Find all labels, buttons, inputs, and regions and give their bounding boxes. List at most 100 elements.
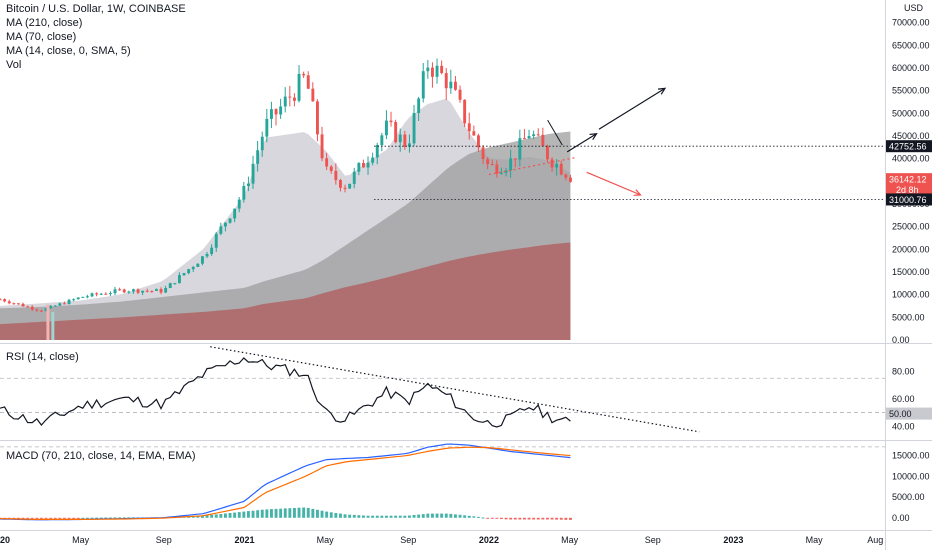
macd-histogram-bar [532,517,536,520]
candle [67,299,71,305]
macd-histogram-bar [449,513,453,518]
ma210-area [0,242,571,340]
macd-histogram-bar [555,517,559,520]
candle [329,166,333,171]
candle [555,163,559,168]
candle [127,291,131,293]
candle [559,163,563,175]
last-price-tag: 36142.12 [886,173,932,196]
candle [182,273,186,276]
candle [486,159,490,165]
rsi-tick-label: 40.00 [892,421,915,431]
macd-histogram-bar [348,514,352,518]
macd-histogram-bar [343,514,347,518]
macd-histogram-bar [67,517,71,519]
candle [118,289,122,291]
candle [477,135,480,148]
macd-histogram-bar [201,515,204,518]
macd-histogram-bar [265,509,269,518]
macd-histogram-bar [260,509,264,518]
macd-pane-label[interactable]: MACD (70, 210, close, 14, EMA, EMA) [6,450,196,462]
indicator-ma210-label[interactable]: MA (210, close) [6,17,83,29]
candle [504,170,508,173]
macd-histogram-bar [316,509,319,518]
candle [237,199,241,209]
macd-histogram-bar [440,513,444,518]
indicator-ma70-label[interactable]: MA (70, close) [6,31,77,43]
macd-histogram-bar [490,517,494,519]
macd-histogram-bar [375,515,379,518]
macd-histogram-bar [398,515,402,518]
price-tick-label: 50000.00 [892,108,930,118]
candle [30,306,34,310]
macd-histogram-bar [99,517,103,519]
macd-histogram-bar [17,517,20,519]
macd-histogram-bar [21,517,25,519]
macd-histogram-bar [362,515,365,518]
macd-histogram-bar [320,510,324,518]
macd-histogram-bar [86,517,89,519]
price-tick-label: 25000.00 [892,222,930,232]
macd-histogram-bar [251,510,255,518]
candle [3,299,7,302]
candle [435,65,439,77]
bear-arrow [586,171,641,196]
macd-histogram-bar [325,511,329,518]
macd-histogram-bar [12,517,16,519]
candle [569,177,572,182]
macd-histogram-bar [109,517,112,519]
candle [104,293,108,295]
macd-histogram-bar [504,517,508,520]
candle [201,256,204,264]
candle [242,186,246,200]
time-axis: 2020 May Sep 2021 May Sep 2022 May Sep 2023 May Aug [0,535,883,545]
candle [339,180,342,188]
macd-histogram-bar [417,514,421,518]
macd-histogram-bar [527,517,531,520]
time-tick-label: May [72,535,90,545]
candle [72,299,76,301]
candle [458,89,462,100]
candle [274,109,278,115]
price-tick-label: 60000.00 [892,63,930,73]
macd-histogram-bar [352,514,356,518]
macd-histogram-bar [270,509,273,518]
macd-histogram-bar [256,510,260,518]
candle [265,118,269,137]
macd-histogram-bar [279,508,283,518]
macd-histogram-bar [463,515,467,518]
candle [421,71,425,99]
resistance-tag-bg [886,140,932,153]
volume-bar [46,304,50,340]
time-tick-label: 2022 [479,535,499,545]
macd-histogram-bar [495,517,499,519]
last-price-tag-bg [886,173,932,196]
macd-histogram-bar [550,517,554,520]
macd-histogram-bar [49,517,53,519]
candle [495,164,499,174]
candle [99,293,103,295]
symbol-title[interactable]: Bitcoin / U.S. Dollar, 1W, COINBASE [6,3,186,15]
candle [334,170,338,181]
rsi-tick-label: 80.00 [892,366,915,376]
bull-arrow-short [566,133,597,153]
macd-histogram-bar [334,513,338,518]
macd-histogram-bar [458,514,462,518]
indicator-volume-label[interactable]: Vol [6,59,22,71]
macd-histogram-bar [274,508,278,518]
candle [40,310,43,312]
macd-histogram-bar [196,515,200,518]
time-tick-label: Sep [400,535,416,545]
candle [527,136,531,139]
candle [233,208,237,219]
macd-histogram-bar [219,514,223,518]
candle [412,113,416,144]
price-tick-label: 40000.00 [892,154,930,164]
rsi-pane-label[interactable]: RSI (14, close) [6,351,79,363]
macd-histogram-bar [44,517,48,519]
candle [145,290,149,292]
candle [320,134,324,159]
macd-histogram-bar [104,517,108,519]
indicator-ma14-label[interactable]: MA (14, close, 0, SMA, 5) [6,45,131,57]
